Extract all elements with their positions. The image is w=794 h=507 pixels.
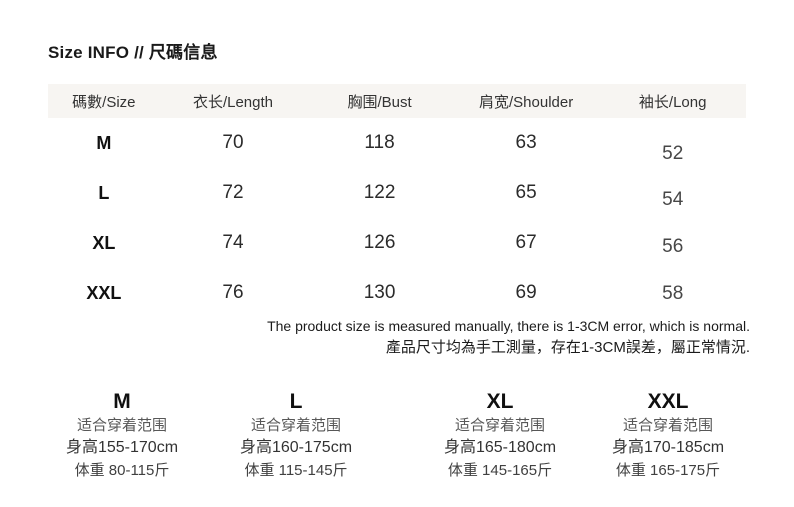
row-xl-bust: 126 bbox=[363, 232, 396, 253]
fit-weight-m: 体重 80-115斤 bbox=[74, 462, 170, 479]
fit-label-m: 适合穿着范围 bbox=[76, 417, 167, 434]
row-xl-size: XL bbox=[92, 232, 116, 253]
fit-guide-column-m: M 适合穿着范围 身高155-170cm 体重 80-115斤 bbox=[27, 390, 217, 480]
header-cell-length: 衣长/Length bbox=[192, 93, 273, 111]
row-xxl-bust: 130 bbox=[363, 282, 396, 303]
size-table-header: 碼數/Size 衣长/Length 胸围/Bust 肩宽/Shoulder 袖长… bbox=[48, 84, 746, 118]
fit-height-xxl: 身高170-185cm bbox=[611, 439, 725, 456]
row-xxl-size: XXL bbox=[86, 282, 122, 303]
header-cell-size: 碼數/Size bbox=[72, 93, 136, 111]
fit-size-xxl: XXL bbox=[647, 390, 689, 413]
row-l-length: 72 bbox=[222, 182, 244, 203]
row-xl-length: 74 bbox=[222, 232, 244, 253]
header-cell-long: 袖长/Long bbox=[638, 93, 707, 111]
row-m-shoulder: 63 bbox=[515, 132, 537, 153]
row-m-long: 52 bbox=[662, 143, 684, 164]
fit-label-xxl: 适合穿着范围 bbox=[622, 417, 713, 434]
row-xl-long: 56 bbox=[662, 236, 684, 257]
fit-label-xl: 适合穿着范围 bbox=[454, 417, 545, 434]
row-l-bust: 122 bbox=[363, 182, 396, 203]
row-l-shoulder: 65 bbox=[515, 182, 537, 203]
row-m-size: M bbox=[96, 132, 112, 153]
row-l-long: 54 bbox=[662, 189, 684, 210]
size-table: 碼數/Size 衣长/Length 胸围/Bust 肩宽/Shoulder 袖长… bbox=[48, 84, 746, 318]
fit-size-xl: XL bbox=[486, 390, 514, 413]
fit-guide-column-l: L 适合穿着范围 身高160-175cm 体重 115-145斤 bbox=[201, 390, 391, 480]
page-title: Size INFO // 尺碼信息 bbox=[48, 43, 218, 62]
fit-guide-column-xl: XL 适合穿着范围 身高165-180cm 体重 145-165斤 bbox=[405, 390, 595, 480]
fit-height-m: 身高155-170cm bbox=[65, 439, 179, 456]
fit-label-l: 适合穿着范围 bbox=[250, 417, 341, 434]
row-xl-shoulder: 67 bbox=[515, 232, 537, 253]
header-cell-shoulder: 肩宽/Shoulder bbox=[479, 93, 574, 111]
table-row-l: L 72 122 65 54 bbox=[48, 168, 746, 218]
fit-height-xl: 身高165-180cm bbox=[443, 439, 557, 456]
measurement-note-en: The product size is measured manually, t… bbox=[267, 318, 750, 334]
measurement-note-zh: 產品尺寸均為手工測量，存在1-3CM誤差，屬正常情況. bbox=[385, 339, 750, 356]
fit-weight-xl: 体重 145-165斤 bbox=[447, 462, 553, 479]
fit-weight-xxl: 体重 165-175斤 bbox=[615, 462, 721, 479]
row-m-length: 70 bbox=[222, 132, 244, 153]
fit-weight-l: 体重 115-145斤 bbox=[244, 462, 348, 479]
table-row-m: M 70 118 63 52 bbox=[48, 118, 746, 168]
row-m-bust: 118 bbox=[364, 132, 395, 153]
row-xxl-shoulder: 69 bbox=[515, 282, 537, 303]
row-l-size: L bbox=[98, 182, 110, 203]
header-cell-bust: 胸围/Bust bbox=[347, 93, 412, 111]
table-row-xxl: XXL 76 130 69 58 bbox=[48, 268, 746, 318]
table-row-xl: XL 74 126 67 56 bbox=[48, 218, 746, 268]
row-xxl-length: 76 bbox=[222, 282, 244, 303]
fit-guide-column-xxl: XXL 适合穿着范围 身高170-185cm 体重 165-175斤 bbox=[573, 390, 763, 480]
fit-size-m: M bbox=[113, 390, 131, 413]
fit-height-l: 身高160-175cm bbox=[239, 439, 353, 456]
row-xxl-long: 58 bbox=[662, 283, 684, 304]
fit-size-l: L bbox=[289, 390, 303, 413]
measurement-note: The product size is measured manually, t… bbox=[48, 316, 750, 358]
